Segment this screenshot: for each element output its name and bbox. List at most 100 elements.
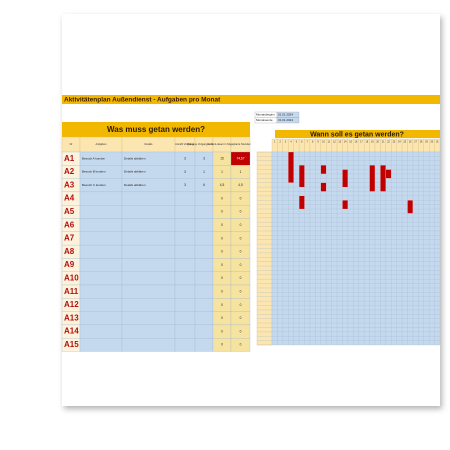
cell xyxy=(79,205,123,219)
cell xyxy=(79,258,123,272)
cell xyxy=(121,338,176,352)
row-label: A4 xyxy=(64,194,75,203)
booked-slot xyxy=(369,165,376,192)
cell-number: 0 xyxy=(240,250,242,254)
cell xyxy=(121,191,176,206)
cell-number: 1 xyxy=(203,170,205,174)
cell xyxy=(79,311,123,326)
cell-number: 0 xyxy=(221,289,223,293)
day-header: 26 xyxy=(409,141,412,144)
cell xyxy=(194,205,214,219)
cell xyxy=(194,298,214,312)
cell-number: 3 xyxy=(203,156,205,160)
cell-text: Details abklären xyxy=(124,170,146,174)
info-label: Monatsende xyxy=(256,118,273,122)
cell xyxy=(194,311,214,326)
title: Aktivitätenplan Außendienst - Aufgaben p… xyxy=(64,97,221,104)
cell xyxy=(79,338,123,352)
row-label: A12 xyxy=(64,300,79,309)
row-label: A6 xyxy=(64,220,75,229)
day-header: 25 xyxy=(403,141,406,144)
cell xyxy=(174,338,196,352)
column-header: Gesamt-dauer in Stunden xyxy=(207,142,237,146)
day-header: 3 xyxy=(285,141,287,144)
row-label: A9 xyxy=(64,260,75,269)
day-header: 4 xyxy=(290,141,292,144)
day-header: 17 xyxy=(360,141,363,144)
day-header: 31 xyxy=(436,141,439,144)
cell-number: 0 xyxy=(240,316,242,320)
cell-text: Details abklären xyxy=(124,156,146,160)
day-header: 27 xyxy=(414,141,417,144)
cell-number: 0 xyxy=(221,316,223,320)
cell xyxy=(174,258,196,272)
booked-slot xyxy=(320,182,327,192)
cell xyxy=(121,258,176,272)
schedule-title-bar xyxy=(275,130,440,138)
day-header: 2 xyxy=(279,141,281,144)
row-label: A14 xyxy=(64,327,79,336)
cell xyxy=(194,338,214,352)
info-value: 31.01.2024 xyxy=(278,118,293,122)
cell xyxy=(194,231,214,246)
day-header: 13 xyxy=(338,141,341,144)
cell-number: 0 xyxy=(240,263,242,267)
day-header: 23 xyxy=(393,141,396,144)
cell-number: 0 xyxy=(240,196,242,200)
cell-number: 3 xyxy=(184,170,186,174)
day-header: 1 xyxy=(274,141,276,144)
cell-number: 3 xyxy=(184,183,186,187)
row-label: A2 xyxy=(64,167,75,176)
cell xyxy=(79,298,123,312)
cell xyxy=(194,284,214,299)
column-header: Dauer je Vorgang in Stunden xyxy=(187,142,221,146)
booked-slot xyxy=(407,200,414,214)
cell-number: 4,5 xyxy=(220,183,225,187)
cell xyxy=(121,231,176,246)
row-label: A3 xyxy=(64,180,75,189)
info-value-cell xyxy=(276,117,300,124)
row-label: A11 xyxy=(64,287,79,296)
day-header: 6 xyxy=(301,141,303,144)
task-title-bar xyxy=(62,122,250,137)
cell-number: 0 xyxy=(240,303,242,307)
cell-number: 0 xyxy=(240,223,242,227)
cell-number: 0 xyxy=(240,236,242,240)
cell-number: 3 xyxy=(184,156,186,160)
cell xyxy=(121,284,176,299)
cell-number: 0 xyxy=(221,263,223,267)
cell-number: 0 xyxy=(221,236,223,240)
cell-number: 0 xyxy=(221,343,223,347)
cell-number: 0 xyxy=(240,276,242,280)
day-header: 20 xyxy=(376,141,379,144)
row-label: A7 xyxy=(64,234,75,243)
cell-number: 6 xyxy=(203,183,205,187)
day-header: 28 xyxy=(420,141,423,144)
booked-slot xyxy=(288,151,294,183)
row-label: A5 xyxy=(64,207,75,216)
booked-slot xyxy=(298,165,305,188)
cell xyxy=(194,271,214,286)
cell xyxy=(174,311,196,326)
cell-text: Besuch A kunden xyxy=(82,156,106,160)
cell xyxy=(79,244,123,259)
task-title: Was muss getan werden? xyxy=(107,125,205,134)
cell xyxy=(174,271,196,286)
booked-slot xyxy=(342,200,348,210)
column-header: Anzahl Vorgänge xyxy=(175,142,195,146)
booked-slot xyxy=(342,169,348,188)
day-header: 18 xyxy=(366,141,369,144)
cell-number: 0 xyxy=(221,223,223,227)
row-label: A1 xyxy=(64,154,75,163)
booked-slot xyxy=(380,165,386,192)
cell xyxy=(174,191,196,206)
cell-text: Besuch B kunden xyxy=(82,170,106,174)
cell-number: 0 xyxy=(240,289,242,293)
day-header: 5 xyxy=(296,141,298,144)
cell-number: 0 xyxy=(221,329,223,333)
cell xyxy=(121,311,176,326)
cell xyxy=(194,191,214,206)
cell xyxy=(194,258,214,272)
cell xyxy=(79,231,123,246)
